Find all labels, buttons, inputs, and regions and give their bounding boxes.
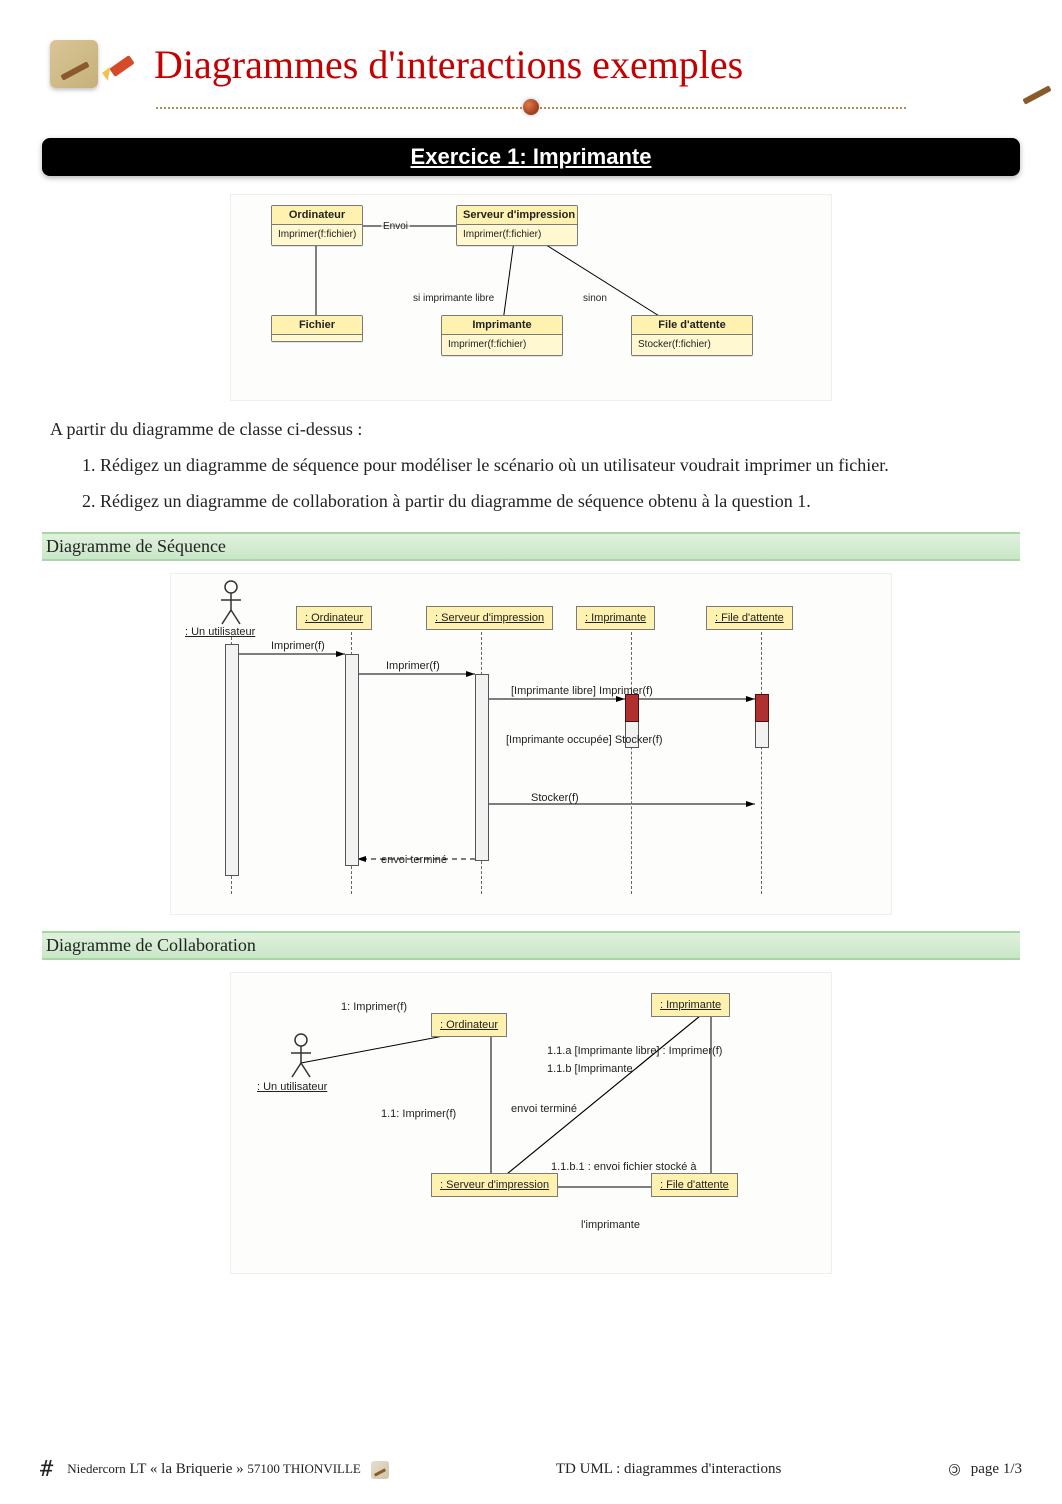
creation-bar: [625, 694, 639, 722]
uml-class-body: Imprimer(f:fichier): [272, 225, 362, 245]
sequence-object-ordi: : Ordinateur: [296, 606, 372, 630]
red-pencil-icon: [106, 47, 140, 81]
footer-author: Niedercorn: [67, 1461, 125, 1476]
uml-class-body: Imprimer(f:fichier): [442, 335, 562, 355]
uml-class-body: [272, 335, 362, 341]
uml-class-file: File d'attenteStocker(f:fichier): [631, 315, 753, 356]
uml-class-title: Imprimante: [442, 316, 562, 335]
activation-bar: [475, 674, 489, 861]
sequence-object-imp: : Imprimante: [576, 606, 655, 630]
collab-node-imp: : Imprimante: [651, 993, 730, 1017]
header-left-icons: [50, 40, 140, 88]
collab-edge-label: 1: Imprimer(f): [341, 1001, 407, 1013]
sequence-diagram: : Un utilisateur : Ordinateur : Serveur d'…: [170, 573, 892, 915]
header-divider: [156, 98, 906, 116]
footer-page-number: page 1/3: [971, 1461, 1022, 1478]
actor-icon: [289, 1033, 313, 1079]
uml-class-fichier: Fichier: [271, 315, 363, 342]
pencil-icon: [50, 40, 98, 88]
footer-center: TD UML : diagrammes d'interactions: [399, 1461, 938, 1478]
creation-bar: [755, 694, 769, 722]
collab-edge-label: 1.1.b [Imprimante: [547, 1063, 633, 1075]
sequence-message-label: Stocker(f): [531, 792, 579, 804]
collab-edge-label: 1.1.b.1 : envoi fichier stocké à: [551, 1161, 697, 1173]
uml-class-title: File d'attente: [632, 316, 752, 335]
exercise-title-bar: Exercice 1: Imprimante: [42, 138, 1020, 176]
sequence-object-label: : File d'attente: [706, 606, 793, 630]
sequence-object-label: : Imprimante: [576, 606, 655, 630]
lifeline: [631, 632, 632, 894]
sequence-object-srv: : Serveur d'impression: [426, 606, 553, 630]
collab-node-file: : File d'attente: [651, 1173, 738, 1197]
footer-school: LT « la Briquerie »: [129, 1461, 243, 1477]
activation-bar: [345, 654, 359, 866]
collaboration-diagram: : Un utilisateur : Ordinateur : Imprimante…: [230, 972, 832, 1274]
collab-edge-label: 1.1: Imprimer(f): [381, 1108, 456, 1120]
uml-class-body: Stocker(f:fichier): [632, 335, 752, 355]
page-header: Diagrammes d'interactions exemples: [50, 40, 1012, 88]
uml-edge-label: Envoi: [381, 221, 410, 232]
question-item: Rédigez un diagramme de collaboration à …: [100, 488, 1012, 516]
sequence-object-label: : Ordinateur: [296, 606, 372, 630]
uml-class-serveur: Serveur d'impressionImprimer(f:fichier): [456, 205, 578, 246]
page-root: Diagrammes d'interactions exemples Exerc…: [0, 0, 1062, 1504]
sequence-actor-label: : Un utilisateur: [185, 626, 255, 638]
actor-icon: [219, 580, 243, 626]
uml-edge-label: si imprimante libre: [411, 293, 496, 304]
lifeline: [761, 632, 762, 894]
sequence-message-label: [Imprimante libre] Imprimer(f): [511, 685, 653, 697]
sequence-message-label: Imprimer(f): [386, 660, 440, 672]
collab-actor-label: : Un utilisateur: [257, 1081, 327, 1093]
footer-left: Niedercorn LT « la Briquerie » 57100 THI…: [67, 1461, 361, 1478]
footer-postal: 57100 THIONVILLE: [247, 1461, 361, 1476]
sequence-object-file: : File d'attente: [706, 606, 793, 630]
uml-edge-label: sinon: [581, 293, 609, 304]
uml-class-imprimante: ImprimanteImprimer(f:fichier): [441, 315, 563, 356]
divider-dot-icon: [523, 99, 539, 115]
section-heading-collaboration: Diagramme de Collaboration: [42, 931, 1020, 960]
collab-node-srv: : Serveur d'impression: [431, 1173, 558, 1197]
sequence-object-label: : Serveur d'impression: [426, 606, 553, 630]
uml-class-title: Serveur d'impression: [457, 206, 577, 225]
intro-text: A partir du diagramme de classe ci-dessu…: [50, 419, 1012, 440]
uml-class-title: Ordinateur: [272, 206, 362, 225]
activation-bar: [225, 644, 239, 876]
footer-right: 🄯 page 1/3: [948, 1459, 1022, 1480]
sequence-guard-note: [Imprimante occupée] Stocker(f): [506, 734, 663, 746]
footer-pencil-icon: [371, 1461, 389, 1479]
sequence-return-label: envoi terminé: [381, 854, 447, 866]
collab-node-ordi: : Ordinateur: [431, 1013, 507, 1037]
question-list: Rédigez un diagramme de séquence pour mo…: [50, 452, 1012, 516]
collab-edge-label: l'imprimante: [581, 1219, 640, 1231]
page-title: Diagrammes d'interactions exemples: [154, 41, 998, 88]
collab-edge-label: 1.1.a [Imprimante libre] : Imprimer(f): [547, 1045, 722, 1057]
collab-edge-label: envoi terminé: [511, 1103, 577, 1115]
copyleft-icon: 🄯: [948, 1459, 960, 1480]
uml-class-title: Fichier: [272, 316, 362, 335]
class-diagram: OrdinateurImprimer(f:fichier)Serveur d'i…: [230, 194, 832, 401]
section-heading-sequence: Diagramme de Séquence: [42, 532, 1020, 561]
uml-class-ordinateur: OrdinateurImprimer(f:fichier): [271, 205, 363, 246]
sequence-message-label: Imprimer(f): [271, 640, 325, 652]
question-item: Rédigez un diagramme de séquence pour mo…: [100, 452, 1012, 480]
page-footer: # Niedercorn LT « la Briquerie » 57100 T…: [40, 1457, 1022, 1482]
uml-class-body: Imprimer(f:fichier): [457, 225, 577, 245]
footer-hash-icon: #: [40, 1457, 53, 1482]
